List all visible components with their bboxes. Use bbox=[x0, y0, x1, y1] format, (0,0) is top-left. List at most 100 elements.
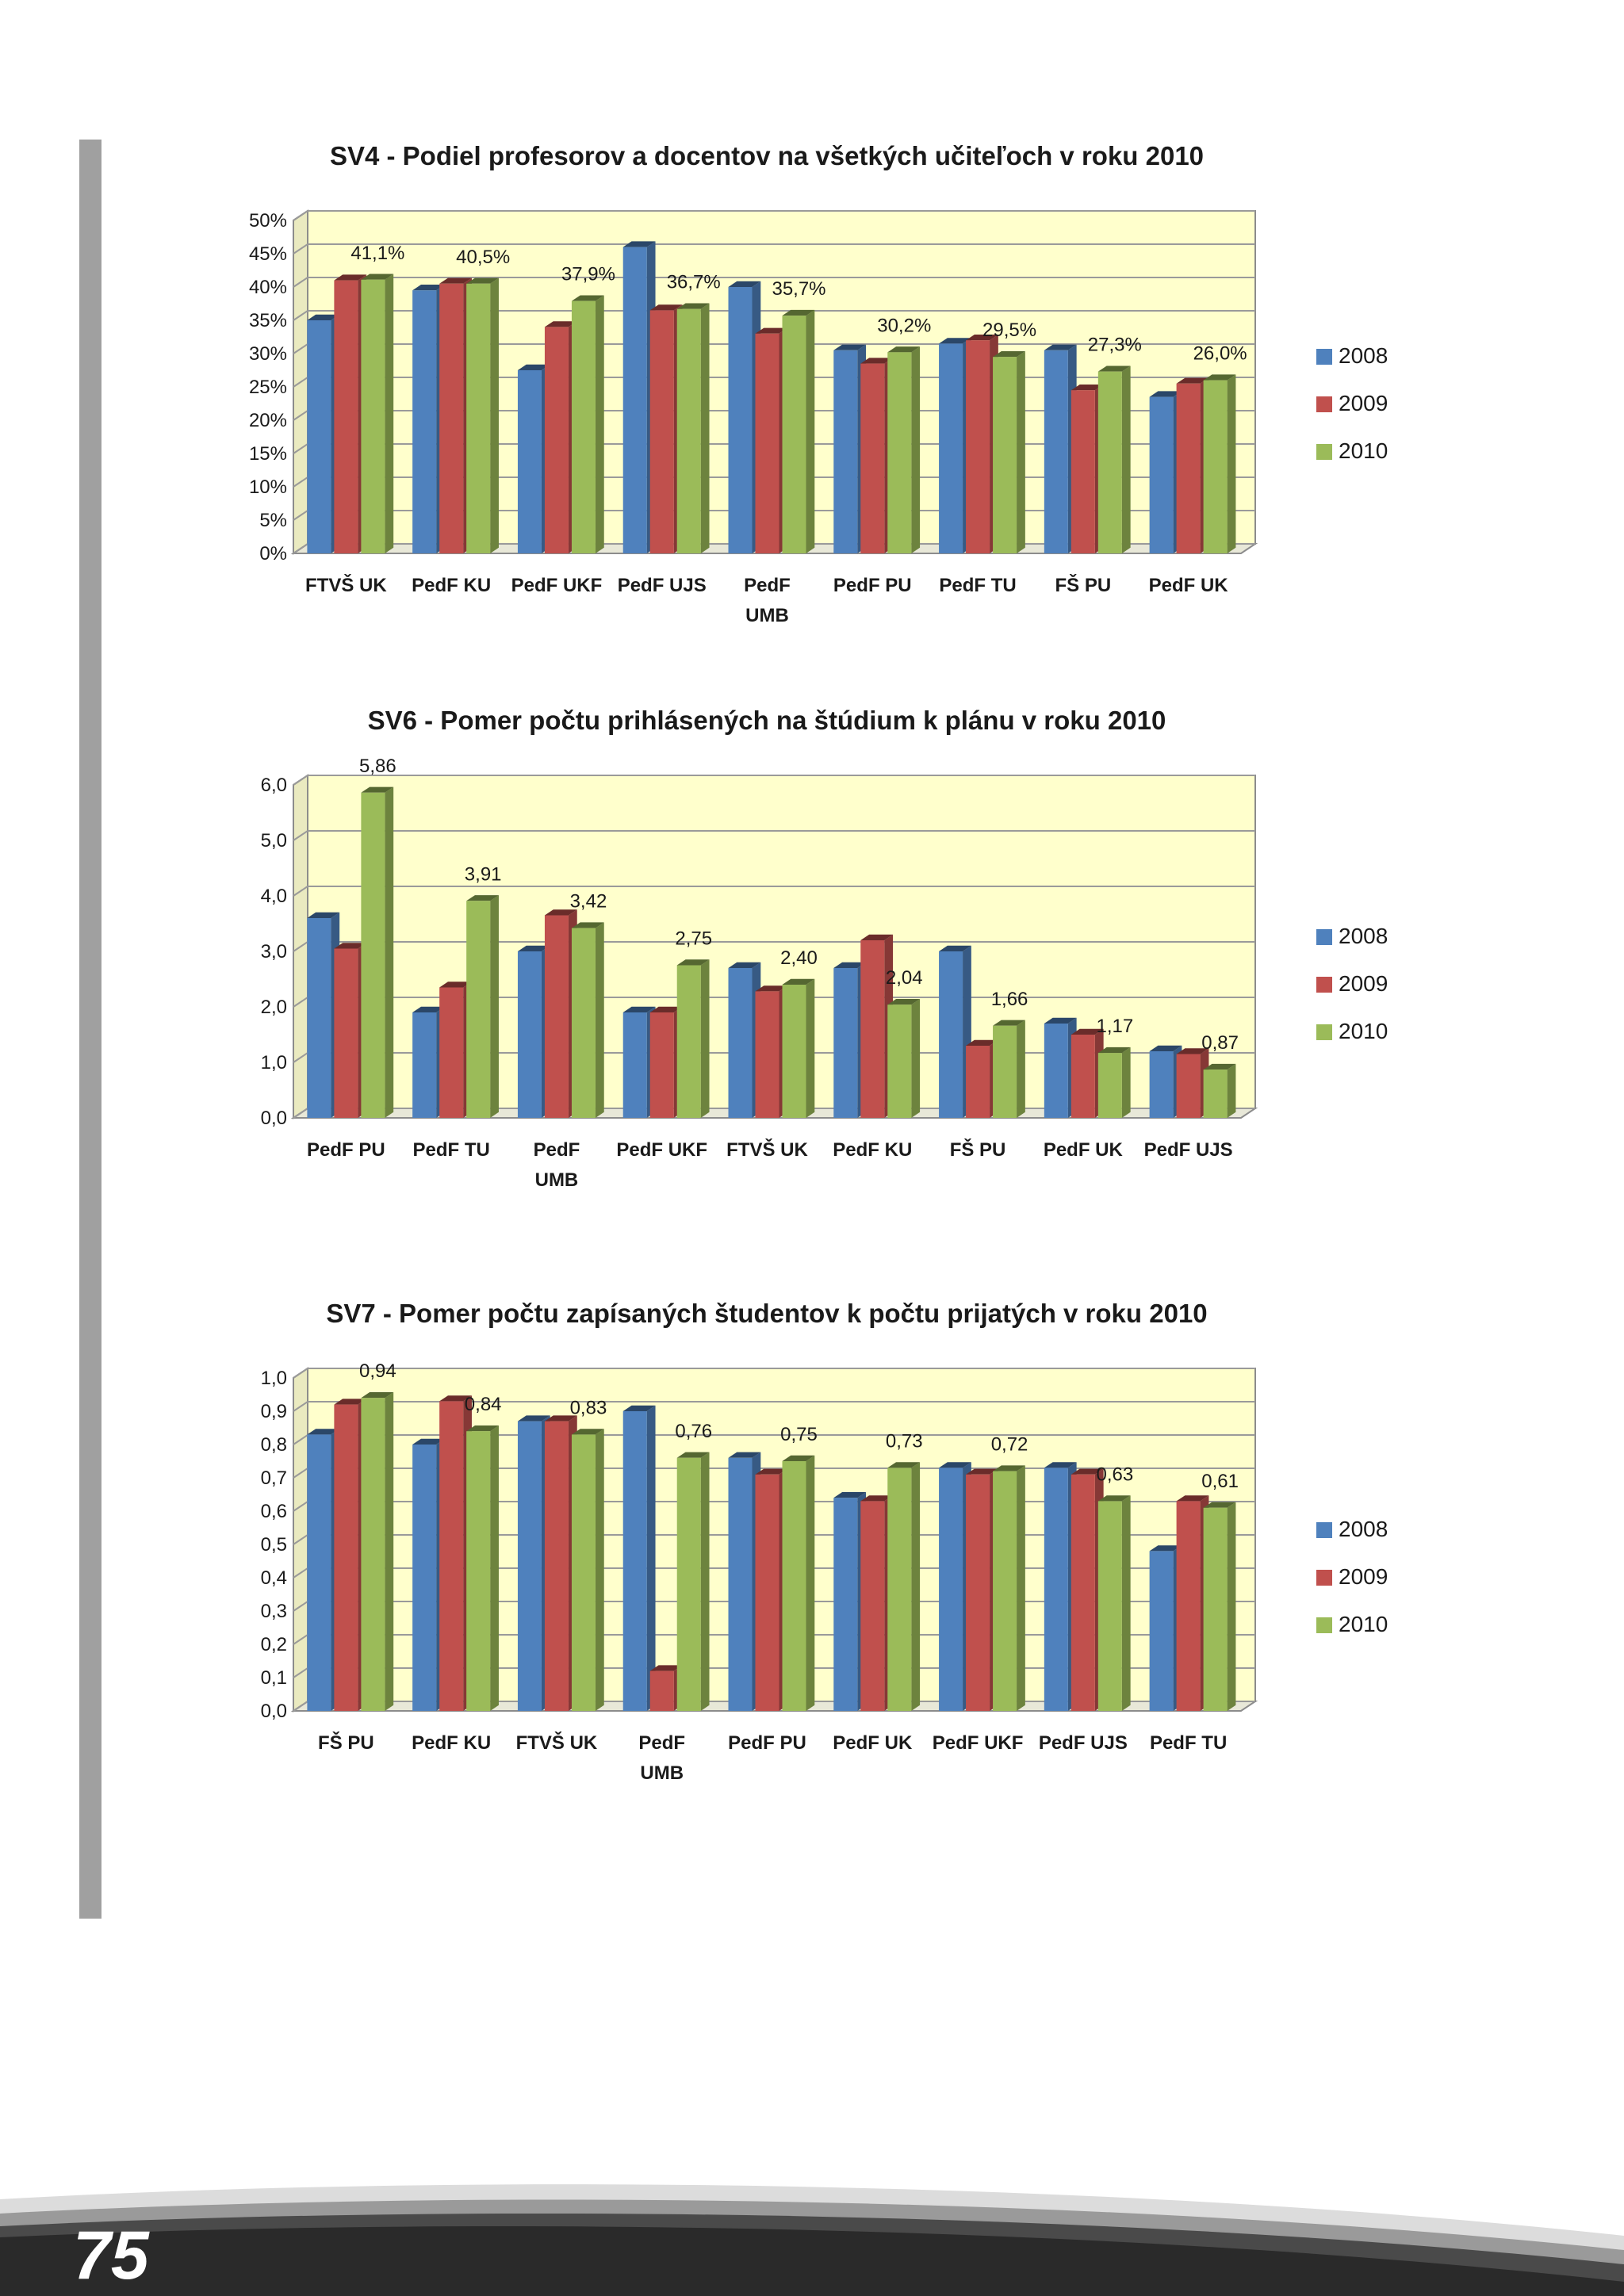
bar-top bbox=[755, 327, 788, 334]
bar-top bbox=[1071, 1028, 1104, 1035]
gridline-depth bbox=[293, 1501, 308, 1512]
bar-top bbox=[622, 241, 656, 247]
gridline-depth bbox=[293, 510, 308, 521]
bar-2008 bbox=[412, 1445, 437, 1711]
bar-side bbox=[1017, 1020, 1025, 1118]
bar-2009 bbox=[1176, 1054, 1201, 1118]
y-tick-label: 40% bbox=[249, 277, 287, 298]
x-tick-label: PedF UJS bbox=[1039, 1732, 1128, 1754]
bar-2009 bbox=[966, 340, 990, 553]
gridline-depth bbox=[293, 1108, 308, 1119]
bar-2008 bbox=[412, 290, 437, 553]
bar-2010 bbox=[466, 901, 491, 1118]
bar-top bbox=[755, 985, 788, 992]
data-label: 3,42 bbox=[570, 891, 607, 913]
data-label: 27,3% bbox=[1088, 335, 1142, 356]
bar-2008 bbox=[833, 1498, 858, 1711]
legend-swatch-2008 bbox=[1316, 1522, 1332, 1538]
x-tick-label: PedF UK bbox=[1149, 575, 1229, 596]
x-tick-label: FŠ PU bbox=[318, 1732, 374, 1754]
bar-2010 bbox=[676, 308, 701, 553]
x-tick-label: PedF bbox=[534, 1139, 580, 1161]
bar-top bbox=[860, 1495, 894, 1502]
bar-2010 bbox=[1203, 380, 1228, 553]
bar-top bbox=[676, 303, 710, 309]
legend-swatch-2009 bbox=[1316, 1570, 1332, 1586]
data-label: 0,72 bbox=[991, 1434, 1028, 1456]
x-tick-label: PedF PU bbox=[833, 575, 912, 596]
bar-top bbox=[649, 1006, 683, 1012]
x-tick-label: PedF UKF bbox=[616, 1139, 707, 1161]
bar-2010 bbox=[361, 1398, 385, 1711]
bar-side bbox=[385, 1392, 394, 1711]
bar-2009 bbox=[860, 363, 885, 553]
bar-side bbox=[1121, 1495, 1131, 1711]
gridline-depth bbox=[293, 1567, 308, 1578]
bar-top bbox=[571, 1429, 604, 1435]
bar-top bbox=[782, 978, 815, 985]
data-label: 0,94 bbox=[359, 1360, 396, 1382]
gridline-depth bbox=[293, 310, 308, 321]
bar-top bbox=[649, 304, 683, 311]
y-tick-label: 0,6 bbox=[261, 1501, 287, 1522]
data-label: 0,83 bbox=[570, 1397, 607, 1418]
bar-2009 bbox=[649, 1012, 674, 1118]
bar-top bbox=[307, 1429, 340, 1435]
bar-2009 bbox=[755, 1474, 779, 1711]
bar-2009 bbox=[334, 1404, 358, 1711]
y-tick-label: 0,2 bbox=[261, 1634, 287, 1655]
bar-2010 bbox=[993, 1471, 1017, 1711]
gridline-depth bbox=[293, 1401, 308, 1412]
bar-top bbox=[334, 274, 367, 281]
bar-top bbox=[1044, 344, 1077, 350]
legend-label-2010: 2010 bbox=[1339, 1612, 1388, 1636]
bar-top bbox=[1097, 1495, 1131, 1502]
bar-top bbox=[1097, 365, 1131, 372]
gridline-depth bbox=[293, 543, 308, 554]
gridline-depth bbox=[293, 1468, 308, 1479]
y-tick-label: 5,0 bbox=[261, 830, 287, 851]
bar-2009 bbox=[755, 333, 779, 553]
bar-top bbox=[1044, 1462, 1077, 1468]
bar-side bbox=[385, 274, 394, 553]
data-label: 37,9% bbox=[561, 264, 615, 285]
bar-top bbox=[622, 1006, 656, 1012]
gridline-depth bbox=[293, 997, 308, 1008]
gridline-depth bbox=[293, 1434, 308, 1445]
gridline-depth bbox=[293, 886, 308, 897]
bar-top bbox=[993, 351, 1025, 358]
bar-2008 bbox=[833, 350, 858, 553]
bar-2009 bbox=[439, 1401, 464, 1711]
data-label: 41,1% bbox=[350, 243, 404, 264]
gridline-depth bbox=[293, 210, 308, 221]
bar-top bbox=[439, 982, 472, 988]
bar-top bbox=[307, 912, 340, 918]
data-label: 2,04 bbox=[886, 967, 923, 989]
bar-top bbox=[782, 309, 815, 316]
bar-side bbox=[911, 999, 921, 1118]
y-tick-label: 0,0 bbox=[261, 1701, 287, 1722]
gridline-depth bbox=[293, 1701, 308, 1712]
legend-label-2009: 2009 bbox=[1339, 1564, 1388, 1589]
data-label: 0,87 bbox=[1201, 1032, 1239, 1054]
bar-top bbox=[993, 1465, 1025, 1471]
bar-side bbox=[1017, 351, 1025, 553]
bar-side bbox=[1017, 1465, 1025, 1711]
bar-top bbox=[939, 945, 971, 951]
bar-top bbox=[966, 1039, 998, 1046]
bar-2010 bbox=[993, 357, 1017, 553]
bar-top bbox=[517, 1415, 550, 1422]
bar-2009 bbox=[544, 327, 569, 553]
bar-2008 bbox=[517, 370, 542, 553]
bar-2008 bbox=[939, 1468, 963, 1711]
bar-2010 bbox=[887, 1004, 912, 1118]
gridline-depth bbox=[293, 1601, 308, 1612]
y-tick-label: 0,9 bbox=[261, 1401, 287, 1422]
y-tick-label: 0,8 bbox=[261, 1434, 287, 1456]
y-tick-label: 3,0 bbox=[261, 941, 287, 962]
bar-top bbox=[361, 1392, 394, 1399]
bar-2008 bbox=[1149, 1551, 1174, 1711]
gridline-depth bbox=[293, 941, 308, 952]
bar-2010 bbox=[361, 792, 385, 1118]
bar-2009 bbox=[334, 280, 358, 553]
